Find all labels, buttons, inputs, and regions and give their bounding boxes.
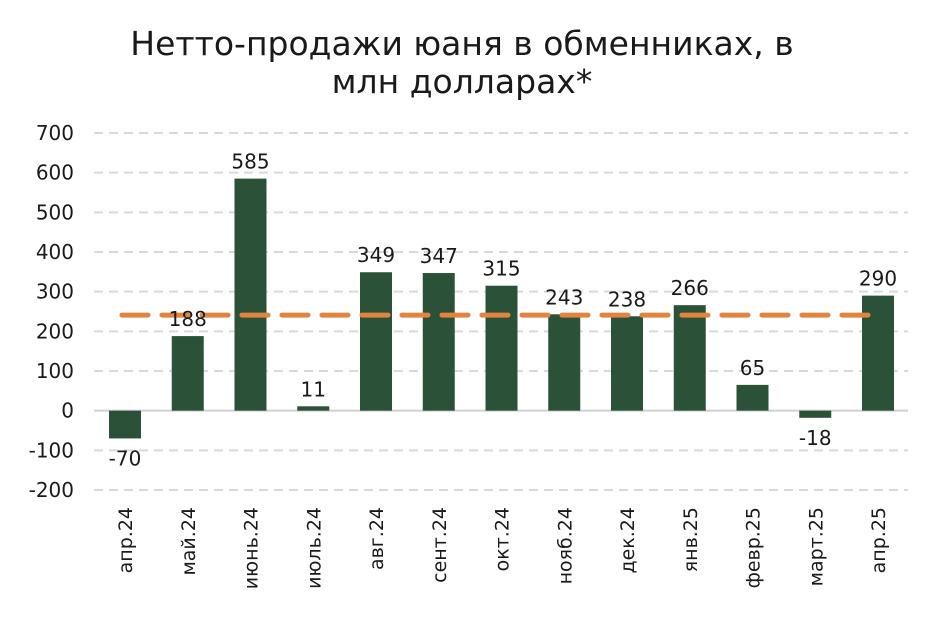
bar xyxy=(799,410,832,418)
data-label: 347 xyxy=(420,244,458,268)
bar xyxy=(673,305,706,411)
x-tick-label: апр.25 xyxy=(868,507,890,573)
y-tick-label: 400 xyxy=(36,240,74,264)
bar xyxy=(297,406,330,411)
bar xyxy=(109,410,141,439)
y-tick-label: 200 xyxy=(36,319,74,343)
data-label: 243 xyxy=(545,285,583,309)
bar xyxy=(736,384,769,411)
x-tick-label: авг.24 xyxy=(366,507,388,570)
bar xyxy=(611,316,643,411)
x-tick-label: июнь.24 xyxy=(241,507,263,589)
bars xyxy=(109,178,894,439)
data-label: 349 xyxy=(357,243,395,267)
bar xyxy=(485,285,518,411)
bar xyxy=(171,336,204,411)
data-label: 290 xyxy=(859,267,897,291)
bar xyxy=(234,178,267,411)
chart-title-line-2: млн долларах* xyxy=(332,62,593,101)
chart-title: Нетто-продажи юаня в обменниках, в млн д… xyxy=(130,24,793,101)
data-label: 266 xyxy=(671,276,709,300)
x-tick-label: нояб.24 xyxy=(554,507,576,584)
y-tick-label: -200 xyxy=(29,478,74,502)
data-label: -18 xyxy=(799,426,832,450)
y-tick-label: -100 xyxy=(29,438,74,462)
bar xyxy=(360,272,392,411)
x-tick-label: дек.24 xyxy=(617,507,639,574)
x-tick-label: апр.24 xyxy=(115,507,137,573)
x-tick-label: июль.24 xyxy=(303,507,325,589)
x-tick-label: сент.24 xyxy=(429,507,451,583)
x-tick-label: февр.25 xyxy=(743,507,765,588)
x-axis-tick-labels: апр.24 май.24 июнь.24 июль.24 авг.24 сент.24 о… xyxy=(115,507,890,589)
y-tick-label: 700 xyxy=(36,121,74,145)
x-tick-label: янв.25 xyxy=(680,507,702,572)
chart-title-line-1: Нетто-продажи юаня в обменниках, в xyxy=(130,24,793,63)
data-labels: -70 188 585 11 349 347 315 243 238 266 65 -18 290 xyxy=(109,150,897,471)
bar xyxy=(422,273,455,411)
y-tick-label: 300 xyxy=(36,280,74,304)
data-label: 65 xyxy=(740,356,765,380)
y-axis-tick-labels: -200 -100 0 100 200 300 400 500 600 700 xyxy=(29,121,74,502)
bar xyxy=(548,314,581,411)
y-tick-label: 600 xyxy=(36,161,74,185)
x-tick-label: май.24 xyxy=(178,507,200,576)
x-tick-label: окт.24 xyxy=(492,507,514,571)
data-label: 585 xyxy=(231,150,269,174)
y-tick-label: 0 xyxy=(61,399,74,423)
data-label: -70 xyxy=(109,446,142,470)
data-label: 11 xyxy=(301,377,326,401)
data-label: 238 xyxy=(608,287,646,311)
y-tick-label: 500 xyxy=(36,200,74,224)
data-label: 188 xyxy=(169,307,207,331)
data-label: 315 xyxy=(482,257,520,281)
x-tick-label: март.25 xyxy=(805,507,827,586)
y-tick-label: 100 xyxy=(36,359,74,383)
